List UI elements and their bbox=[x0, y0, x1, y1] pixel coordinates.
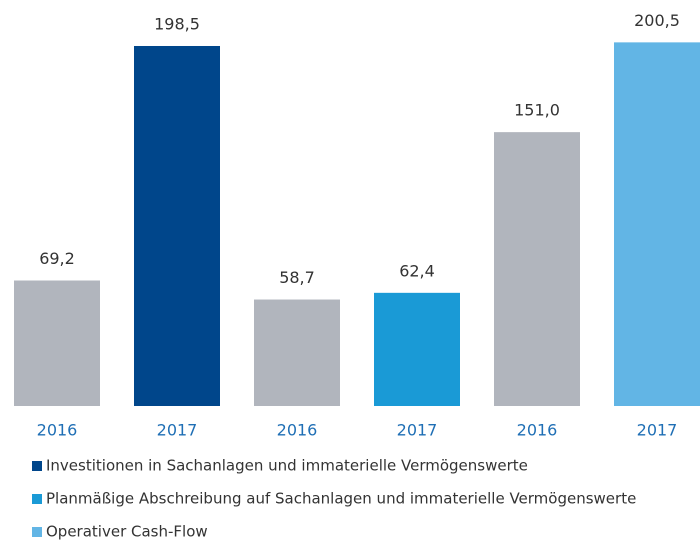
legend-swatch bbox=[32, 461, 42, 471]
value-label: 198,5 bbox=[154, 14, 200, 33]
x-tick-label: 2017 bbox=[637, 421, 678, 440]
x-tick-label: 2017 bbox=[397, 421, 438, 440]
bar bbox=[134, 45, 220, 406]
bar bbox=[254, 299, 340, 406]
x-tick-label: 2016 bbox=[277, 421, 318, 440]
value-label: 151,0 bbox=[514, 101, 560, 120]
legend-swatch bbox=[32, 494, 42, 504]
bar bbox=[614, 42, 700, 407]
value-label: 62,4 bbox=[399, 261, 435, 280]
legend-label: Investitionen in Sachanlagen und immater… bbox=[46, 457, 528, 475]
value-label: 69,2 bbox=[39, 249, 75, 268]
x-tick-label: 2016 bbox=[517, 421, 558, 440]
legend-swatch bbox=[32, 527, 42, 537]
value-label: 200,5 bbox=[634, 11, 680, 30]
legend-label: Operativer Cash-Flow bbox=[46, 523, 208, 541]
value-label: 58,7 bbox=[279, 268, 315, 287]
bar bbox=[14, 280, 100, 406]
legend-label: Planmäßige Abschreibung auf Sachanlagen … bbox=[46, 490, 636, 508]
bar bbox=[374, 292, 460, 406]
x-tick-label: 2017 bbox=[157, 421, 198, 440]
bar bbox=[494, 132, 580, 406]
x-tick-label: 2016 bbox=[37, 421, 78, 440]
